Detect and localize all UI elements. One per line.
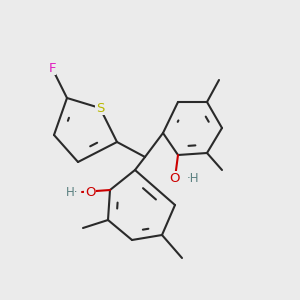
Text: S: S xyxy=(96,101,104,115)
Text: O: O xyxy=(170,172,180,184)
Text: F: F xyxy=(48,61,56,74)
Text: O: O xyxy=(85,185,95,199)
Text: H·: H· xyxy=(65,185,78,199)
Text: ·H: ·H xyxy=(187,172,200,184)
